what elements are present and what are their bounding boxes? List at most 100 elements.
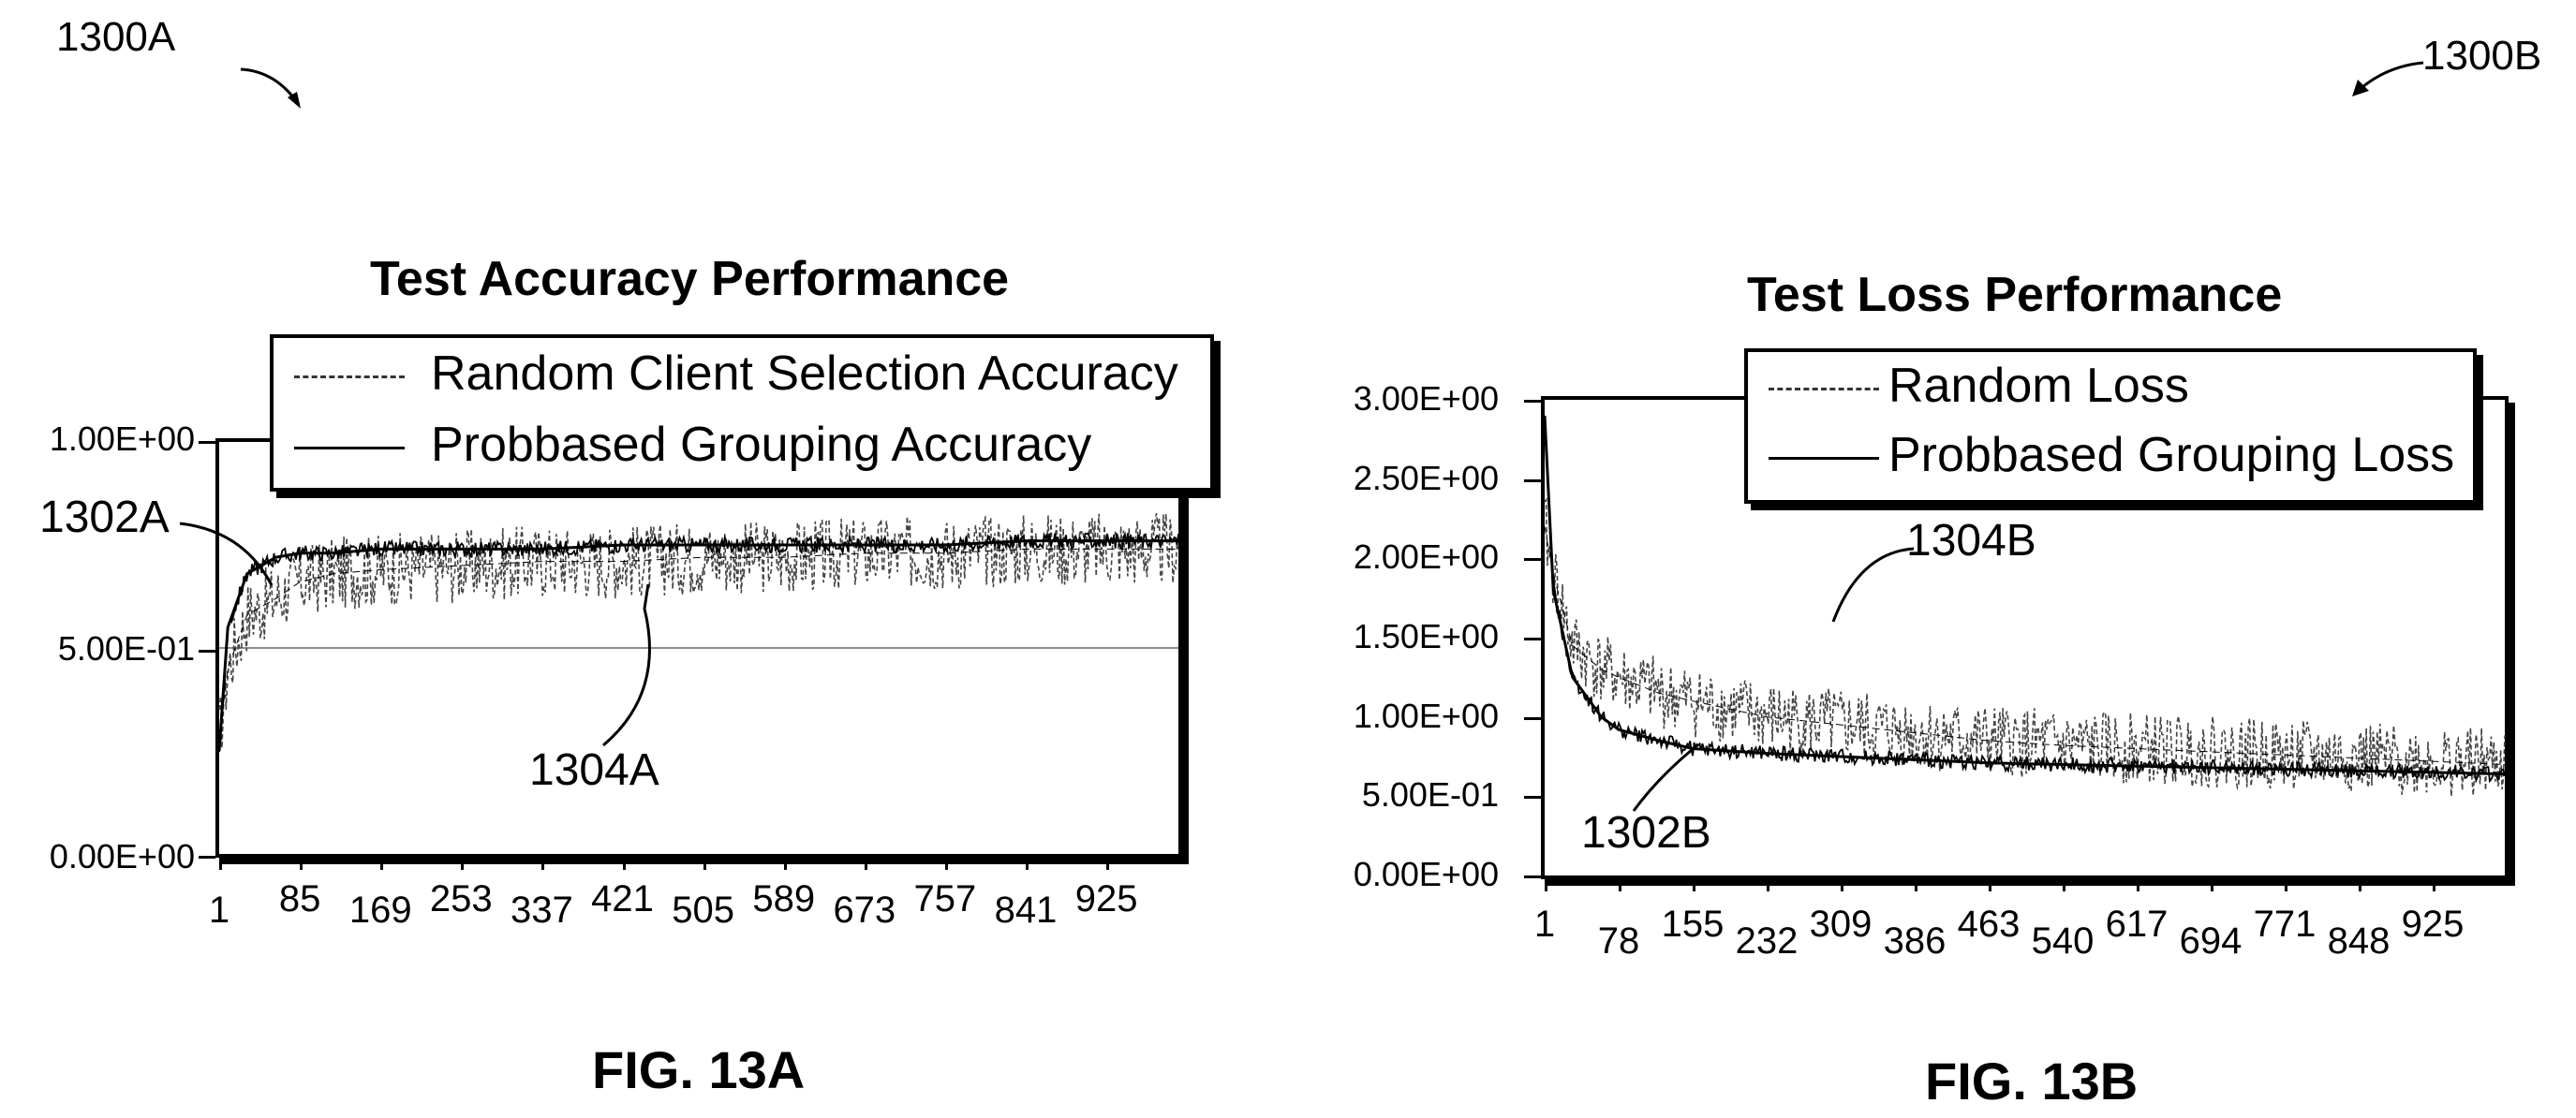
legend-label: Probbased Grouping Accuracy — [431, 418, 1092, 472]
chart-b-x-tick — [1915, 878, 1918, 891]
chart-a-x-tick — [380, 857, 384, 870]
chart-a-y-tick-label: 1.00E+00 — [49, 419, 195, 458]
chart-a-y-tick-label: 5.00E-01 — [57, 629, 195, 668]
series-trend-probbased-grouping-loss — [1543, 415, 2506, 776]
chart-b-y-tick-label: 3.00E+00 — [1353, 379, 1499, 418]
series-line-random-client-selection-accuracy — [218, 512, 1179, 749]
chart-b-series-layer — [1543, 415, 2506, 797]
chart-b-callout-1302b-leader — [1632, 743, 1698, 812]
chart-b-x-tick-label: 78 — [1597, 920, 1640, 962]
chart-a-x-tick — [219, 857, 222, 870]
arrow-1300a — [240, 67, 301, 109]
chart-b-x-tick-label: 848 — [2327, 920, 2391, 962]
chart-a-x-tick-label: 253 — [429, 878, 493, 919]
chart-b-x-tick — [1619, 878, 1621, 891]
chart-b-y-tick-label: 5.00E-01 — [1361, 775, 1499, 815]
chart-b-y-tick-label: 1.00E+00 — [1353, 696, 1499, 735]
figure-ref-1300a: 1300A — [56, 14, 176, 60]
chart-a-x-tick-label: 757 — [913, 878, 977, 919]
chart-b-y-tick-label: 1.50E+00 — [1353, 617, 1499, 655]
chart-b-callout-1304b: 1304B — [1906, 516, 2036, 566]
chart-b-y-tick — [1524, 875, 1541, 878]
chart-a-title: Test Accuracy Performance — [370, 252, 1010, 306]
chart-b-title: Test Loss Performance — [1747, 268, 2283, 322]
chart-b-x-tick-label: 540 — [2031, 920, 2095, 962]
chart-a-legend: Random Client Selection Accuracy Probbas… — [270, 334, 1214, 492]
chart-a-x-tick-label: 589 — [752, 878, 816, 919]
series-trend-random-loss — [1544, 526, 2506, 765]
chart-a-legend-item-random: Random Client Selection Accuracy — [274, 346, 1210, 405]
chart-b-x-tick — [2433, 878, 2436, 891]
chart-a-x-tick — [703, 857, 706, 870]
chart-a-y-tick-label: 0.00E+00 — [49, 837, 195, 875]
chart-a-x-tick-label: 505 — [672, 890, 734, 931]
chart-a-legend-item-probbased: Probbased Grouping Accuracy — [274, 417, 1210, 477]
legend-label: Probbased Grouping Loss — [1888, 428, 2455, 482]
chart-a-callout-1302a-leader — [179, 522, 274, 586]
chart-a-x-tick-label: 841 — [994, 890, 1058, 931]
chart-a-callout-1302a: 1302A — [39, 493, 170, 542]
chart-b-x-tick — [1989, 878, 1992, 891]
chart-a-x-tick-label: 85 — [278, 878, 321, 919]
chart-b-x-tick-label: 694 — [2179, 920, 2243, 962]
figure-label-13b: FIG. 13B — [1925, 1052, 2139, 1111]
chart-b-x-tick-label: 463 — [1957, 904, 2021, 945]
chart-b-y-tick — [1524, 716, 1541, 720]
chart-b-x-tick — [1767, 878, 1769, 891]
chart-a-x-tick — [864, 857, 867, 870]
chart-a-x-tick-label: 1 — [208, 890, 230, 931]
chart-b-y-tick — [1524, 558, 1541, 562]
chart-b-legend-item-random: Random Loss — [1748, 358, 2473, 418]
chart-a-series-layer — [217, 512, 1179, 753]
chart-b-x-tick-label: 309 — [1809, 904, 1873, 945]
figure-ref-1300b: 1300B — [2422, 33, 2542, 79]
chart-b-x-tick — [1841, 878, 1844, 891]
chart-a-callout-1304a: 1304A — [529, 745, 659, 795]
chart-a-x-tick — [783, 857, 787, 870]
chart-b-x-tick-label: 925 — [2401, 904, 2465, 945]
chart-a-x-tick — [944, 857, 948, 870]
chart-b-x-tick-label: 1 — [1533, 904, 1556, 945]
dashed-line-swatch — [294, 375, 405, 378]
chart-b-x-tick-label: 617 — [2105, 904, 2169, 945]
chart-b-x-tick — [2359, 878, 2362, 891]
chart-a-x-tick-label: 421 — [591, 878, 654, 919]
chart-b-x-tick-label: 155 — [1661, 904, 1725, 945]
chart-b-x-tick-label: 386 — [1883, 920, 1947, 962]
chart-b-y-tick — [1524, 796, 1541, 800]
chart-b-y-tick-label: 0.00E+00 — [1353, 855, 1499, 893]
chart-a-x-tick — [622, 857, 626, 870]
chart-b-x-tick — [2063, 878, 2066, 891]
series-trend-probbased-grouping-accuracy — [217, 539, 1178, 752]
chart-a-x-tick — [300, 857, 303, 870]
chart-b-callout-1304b-leader — [1831, 547, 1915, 623]
figure-label-13a: FIG. 13A — [592, 1040, 806, 1099]
chart-b-legend: Random Loss Probbased Grouping Loss — [1744, 348, 2477, 504]
chart-a-x-tick-label: 337 — [511, 890, 573, 931]
chart-a-y-tick — [199, 650, 215, 653]
chart-b-x-tick — [2211, 878, 2214, 891]
chart-b-x-tick — [1693, 878, 1695, 891]
chart-a-callout-1304a-leader — [602, 583, 651, 747]
chart-a-y-tick — [199, 441, 215, 444]
chart-a-x-tick-label: 673 — [833, 890, 896, 931]
chart-a-x-tick — [1026, 857, 1029, 870]
chart-b-y-tick — [1524, 478, 1541, 482]
chart-b-y-tick-label: 2.50E+00 — [1353, 458, 1499, 497]
chart-a-x-tick-label: 169 — [348, 890, 412, 931]
chart-a-x-tick-label: 925 — [1074, 878, 1138, 919]
chart-a-x-tick — [461, 857, 465, 870]
chart-b-y-tick — [1524, 638, 1541, 640]
chart-b-y-tick-label: 2.00E+00 — [1353, 537, 1499, 577]
series-line-random-loss — [1544, 497, 2506, 797]
chart-b-legend-item-probbased: Probbased Grouping Loss — [1748, 427, 2473, 487]
solid-line-swatch — [294, 447, 405, 449]
solid-line-swatch — [1769, 457, 1879, 460]
chart-b-x-tick — [2285, 878, 2288, 891]
chart-b-x-tick-label: 771 — [2253, 904, 2317, 945]
chart-b-x-tick — [2137, 878, 2140, 891]
chart-a-x-tick — [541, 857, 545, 870]
chart-b-callout-1302b: 1302B — [1581, 808, 1711, 858]
legend-label: Random Client Selection Accuracy — [431, 346, 1178, 401]
chart-a-x-tick — [1106, 857, 1110, 870]
